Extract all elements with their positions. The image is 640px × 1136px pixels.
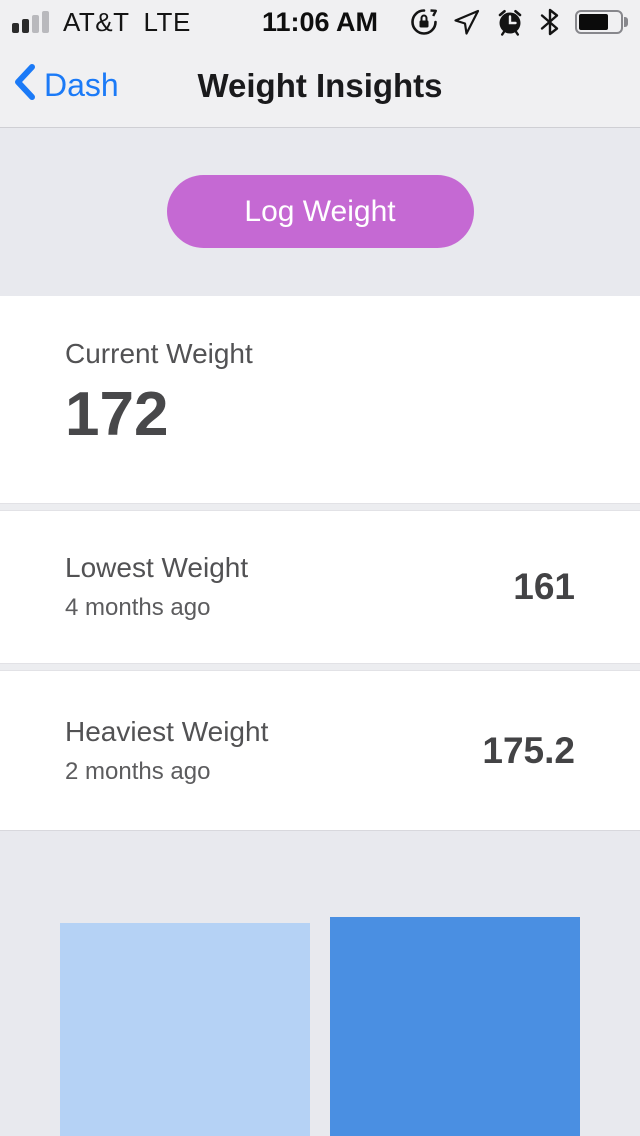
current-weight-card: Current Weight 172 [0,296,640,503]
clock: 11:06 AM [261,6,379,37]
section-divider [0,503,640,511]
heaviest-weight-value: 175.2 [482,729,575,771]
current-weight-value: 172 [65,380,169,449]
action-section: Log Weight [0,128,640,296]
nav-bar: Dash Weight Insights [0,44,640,128]
back-button-label: Dash [44,67,119,103]
orientation-lock-icon [409,7,439,37]
heaviest-weight-label: Heaviest Weight [65,715,269,747]
status-right [409,7,628,37]
lowest-weight-sublabel: 4 months ago [65,594,211,621]
carrier-label: AT&T [63,6,130,37]
chart-bar-1 [60,923,310,1136]
back-button[interactable]: Dash [12,44,119,127]
status-bar: AT&T LTE 11:06 AM [0,0,640,44]
current-weight-label: Current Weight [65,338,253,369]
chevron-left-icon [12,62,36,110]
heaviest-weight-card: Heaviest Weight 2 months ago 175.2 [0,671,640,830]
signal-strength-icon [12,11,49,33]
location-arrow-icon [452,7,482,37]
bluetooth-icon [538,7,562,37]
section-divider [0,663,640,671]
lowest-weight-value: 161 [513,566,575,607]
chart-bar-2 [330,917,580,1136]
status-left: AT&T LTE [12,7,191,38]
battery-icon [575,10,628,34]
page-title: Weight Insights [197,66,443,104]
log-weight-button[interactable]: Log Weight [166,175,474,248]
alarm-clock-icon [495,7,525,37]
heaviest-weight-sublabel: 2 months ago [65,757,211,785]
weight-bar-chart [0,830,640,1136]
network-label: LTE [143,6,191,37]
lowest-weight-card: Lowest Weight 4 months ago 161 [0,511,640,663]
lowest-weight-label: Lowest Weight [65,552,249,583]
